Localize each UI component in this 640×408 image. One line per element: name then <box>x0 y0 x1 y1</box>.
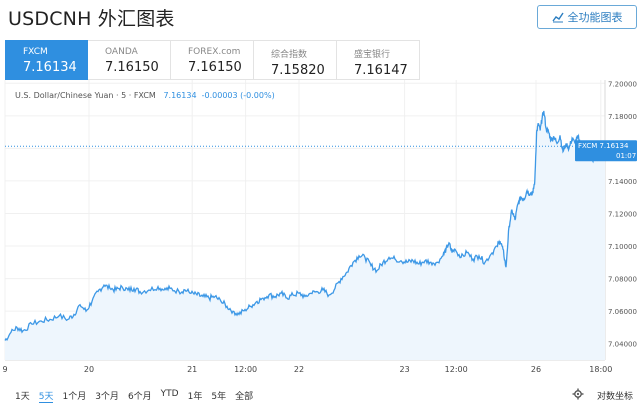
series-line <box>4 110 606 342</box>
tab-name: 盛宝银行 <box>354 50 391 60</box>
full-chart-label: 全功能图表 <box>567 11 623 24</box>
y-tick-label: 7.20000 <box>608 80 637 88</box>
x-tick-label: 9 <box>2 365 7 374</box>
source-tabs: FXCM 7.16134 OANDA 7.16150 FOREX.com 7.1… <box>5 40 420 80</box>
period-ytd[interactable]: YTD <box>160 389 179 399</box>
period-6m[interactable]: 6个月 <box>127 392 152 402</box>
tab-forex[interactable]: FOREX.com 7.16150 <box>171 40 254 80</box>
period-5y[interactable]: 5年 <box>211 392 227 402</box>
gear-icon[interactable] <box>572 388 584 400</box>
chart-icon <box>551 12 564 23</box>
log-scale-toggle[interactable]: 对数坐标 <box>597 392 634 402</box>
y-tick-label: 7.06000 <box>608 308 637 316</box>
tab-value: 7.16134 <box>23 60 77 75</box>
y-tick-label: 7.08000 <box>608 276 637 284</box>
page-title: USDCNH 外汇图表 <box>8 8 175 30</box>
y-tick-label: 7.14000 <box>608 178 637 186</box>
period-1y[interactable]: 1年 <box>187 392 203 402</box>
tab-name: FXCM <box>23 47 48 57</box>
x-tick-label: 21 <box>187 365 197 374</box>
tab-value: 7.15820 <box>271 63 325 78</box>
legend-symbol: U.S. Dollar/Chinese Yuan · 5 · FXCM <box>15 91 156 100</box>
tab-fxcm[interactable]: FXCM 7.16134 <box>5 40 88 80</box>
full-chart-button[interactable]: 全功能图表 <box>537 5 637 29</box>
price-chart[interactable]: 7.200007.180007.160007.140007.120007.100… <box>0 80 640 385</box>
tab-value: 7.16147 <box>354 63 408 78</box>
last-price-badge <box>575 140 637 162</box>
chart-legend: U.S. Dollar/Chinese Yuan · 5 · FXCM 7.16… <box>15 91 275 100</box>
y-tick-label: 7.04000 <box>608 341 637 349</box>
x-tick-label: 18:00 <box>589 365 612 374</box>
x-tick-label: 12:00 <box>445 365 468 374</box>
period-all[interactable]: 全部 <box>235 392 254 402</box>
legend-last: 7.16134 <box>163 91 197 100</box>
countdown-label: 01:07 <box>616 152 636 160</box>
tab-name: OANDA <box>105 47 138 57</box>
x-tick-label: 20 <box>84 365 94 374</box>
period-1m[interactable]: 1个月 <box>62 392 87 402</box>
tab-value: 7.16150 <box>188 60 242 75</box>
chart-area[interactable]: 7.200007.180007.160007.140007.120007.100… <box>0 80 640 385</box>
series-area <box>5 110 605 361</box>
x-tick-label: 23 <box>400 365 410 374</box>
x-tick-label: 12:00 <box>234 365 257 374</box>
tab-name: FOREX.com <box>188 47 241 57</box>
x-tick-label: 22 <box>294 365 304 374</box>
tab-saxo[interactable]: 盛宝银行 7.16147 <box>337 40 420 80</box>
tab-value: 7.16150 <box>105 60 159 75</box>
period-5d[interactable]: 5天 <box>38 389 54 403</box>
period-1d[interactable]: 1天 <box>15 392 30 402</box>
x-tick-label: 26 <box>531 365 541 374</box>
y-tick-label: 7.18000 <box>608 113 637 121</box>
tab-oanda[interactable]: OANDA 7.16150 <box>88 40 171 80</box>
period-selector: 1天 5天 1个月 3个月 6个月 YTD 1年 5年 全部 <box>15 389 262 403</box>
tab-composite[interactable]: 综合指数 7.15820 <box>254 40 337 80</box>
legend-change: -0.00003 (-0.00%) <box>201 91 275 100</box>
tab-name: 综合指数 <box>271 50 308 60</box>
y-tick-label: 7.12000 <box>608 210 637 218</box>
y-tick-label: 7.10000 <box>608 243 637 251</box>
period-3m[interactable]: 3个月 <box>95 392 119 402</box>
last-price-label: FXCM 7.16134 <box>578 142 629 150</box>
